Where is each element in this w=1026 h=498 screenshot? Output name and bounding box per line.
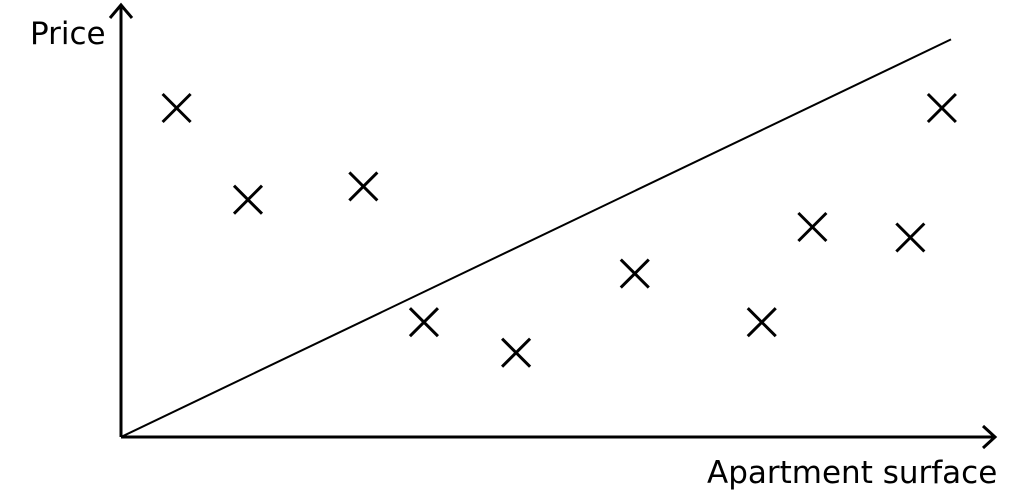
data-point-7 [746, 307, 777, 338]
x-axis-arrowhead [981, 424, 998, 450]
data-point-4 [408, 307, 440, 338]
trend-line [120, 38, 952, 438]
data-point-2 [232, 184, 264, 215]
data-points [161, 92, 957, 368]
data-point-3 [348, 171, 379, 202]
data-point-6 [619, 258, 650, 289]
data-point-10 [926, 92, 957, 124]
data-point-9 [895, 222, 926, 253]
y-axis-label: Price [30, 16, 106, 52]
data-point-5 [501, 337, 532, 368]
data-point-1 [161, 92, 192, 124]
data-point-8 [797, 211, 828, 243]
x-axis-label: Apartment surface [707, 455, 998, 491]
y-axis-arrowhead [108, 2, 134, 19]
